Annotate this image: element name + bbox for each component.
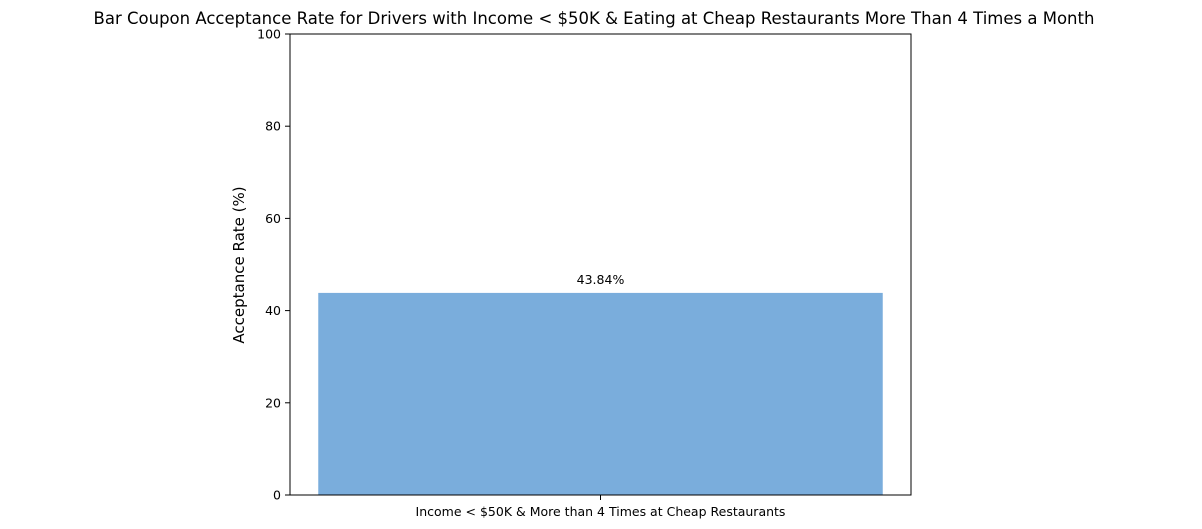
bars-group: 43.84% [318,272,883,495]
y-tick-label-4: 80 [265,119,281,134]
chart-title: Bar Coupon Acceptance Rate for Drivers w… [94,9,1095,28]
plot-area-frame [289,33,912,496]
axis-ticks: Income < $50K & More than 4 Times at Che… [257,27,785,520]
x-tick-label-0: Income < $50K & More than 4 Times at Che… [416,504,786,519]
y-tick-label-5: 100 [257,27,281,42]
y-tick-label-3: 60 [265,211,281,226]
data-label-0: 43.84% [577,272,625,287]
y-axis-label: Acceptance Rate (%) [230,186,248,343]
y-tick-label-0: 0 [273,488,281,503]
y-tick-label-1: 20 [265,395,281,410]
bar-0 [318,292,883,495]
y-tick-label-2: 40 [265,303,281,318]
